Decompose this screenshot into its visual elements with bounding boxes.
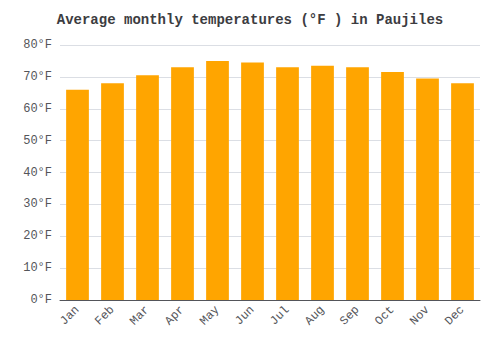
svg-text:Oct: Oct — [372, 303, 397, 328]
svg-text:Dec: Dec — [442, 303, 467, 328]
svg-text:Jan: Jan — [57, 303, 82, 328]
svg-text:Nov: Nov — [407, 303, 432, 328]
svg-text:Average monthly temperatures (: Average monthly temperatures (°F ) in Pa… — [57, 12, 443, 28]
svg-text:Apr: Apr — [162, 303, 187, 328]
svg-text:80°F: 80°F — [23, 38, 52, 52]
svg-text:Aug: Aug — [302, 303, 327, 328]
svg-text:70°F: 70°F — [23, 70, 52, 84]
svg-text:0°F: 0°F — [30, 293, 52, 307]
svg-text:Sep: Sep — [337, 303, 362, 328]
svg-text:60°F: 60°F — [23, 102, 52, 116]
svg-text:Jun: Jun — [232, 303, 257, 328]
svg-text:10°F: 10°F — [23, 261, 52, 275]
svg-text:May: May — [197, 303, 222, 328]
svg-text:40°F: 40°F — [23, 166, 52, 180]
svg-text:50°F: 50°F — [23, 134, 52, 148]
svg-text:30°F: 30°F — [23, 197, 52, 211]
svg-text:Jul: Jul — [267, 303, 292, 328]
svg-text:Feb: Feb — [92, 303, 117, 328]
svg-text:Mar: Mar — [127, 303, 152, 328]
svg-text:20°F: 20°F — [23, 229, 52, 243]
